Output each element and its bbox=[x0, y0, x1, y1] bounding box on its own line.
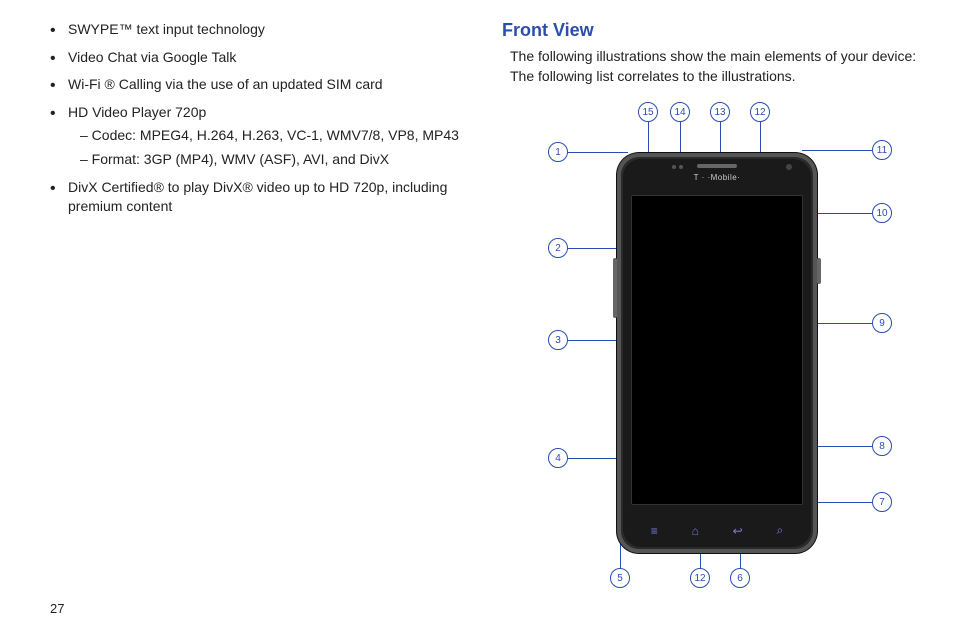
callout-11: 11 bbox=[872, 140, 892, 160]
sensor-dot bbox=[679, 165, 683, 169]
bullet-text: HD Video Player 720p bbox=[68, 104, 206, 120]
sub-item: – Format: 3GP (MP4), WMV (ASF), AVI, and… bbox=[80, 150, 472, 170]
callout-9: 9 bbox=[872, 313, 892, 333]
callout-4: 4 bbox=[548, 448, 568, 468]
list-item: HD Video Player 720p – Codec: MPEG4, H.2… bbox=[50, 103, 472, 170]
callout-12: 12 bbox=[690, 568, 710, 588]
callout-6: 6 bbox=[730, 568, 750, 588]
home-icon: ⌂ bbox=[692, 524, 699, 538]
back-icon: ↩ bbox=[733, 524, 743, 538]
list-item: Video Chat via Google Talk bbox=[50, 48, 472, 68]
bullet-text: SWYPE™ text input technology bbox=[68, 21, 265, 37]
front-camera bbox=[786, 164, 792, 170]
section-title: Front View bbox=[502, 20, 924, 41]
callout-3: 3 bbox=[548, 330, 568, 350]
callout-8: 8 bbox=[872, 436, 892, 456]
phone-diagram: T · ·Mobile· ≡ ⌂ ↩ ⌕ 1514131211110293847… bbox=[502, 98, 922, 588]
phone-body: T · ·Mobile· ≡ ⌂ ↩ ⌕ bbox=[617, 153, 817, 553]
sensor-dot bbox=[672, 165, 676, 169]
callout-5: 5 bbox=[610, 568, 630, 588]
bullet-text: Wi-Fi ® Calling via the use of an update… bbox=[68, 76, 383, 92]
bullet-text: Video Chat via Google Talk bbox=[68, 49, 236, 65]
feature-list: SWYPE™ text input technology Video Chat … bbox=[50, 20, 472, 217]
callout-7: 7 bbox=[872, 492, 892, 512]
callout-12: 12 bbox=[750, 102, 770, 122]
leader-line bbox=[568, 248, 617, 249]
callout-1: 1 bbox=[548, 142, 568, 162]
callout-2: 2 bbox=[548, 238, 568, 258]
search-icon: ⌕ bbox=[776, 523, 783, 538]
leader-line bbox=[568, 152, 628, 153]
right-column: Front View The following illustrations s… bbox=[502, 20, 924, 588]
menu-icon: ≡ bbox=[651, 524, 658, 538]
list-item: DivX Certified® to play DivX® video up t… bbox=[50, 178, 472, 217]
earpiece bbox=[697, 164, 737, 168]
nav-buttons: ≡ ⌂ ↩ ⌕ bbox=[617, 523, 817, 538]
sub-list: – Codec: MPEG4, H.264, H.263, VC-1, WMV7… bbox=[68, 126, 472, 169]
carrier-label: T · ·Mobile· bbox=[694, 173, 741, 182]
sub-item: – Codec: MPEG4, H.264, H.263, VC-1, WMV7… bbox=[80, 126, 472, 146]
callout-10: 10 bbox=[872, 203, 892, 223]
list-item: SWYPE™ text input technology bbox=[50, 20, 472, 40]
section-intro: The following illustrations show the mai… bbox=[502, 47, 924, 86]
callout-13: 13 bbox=[710, 102, 730, 122]
phone-screen bbox=[631, 195, 803, 505]
power-button bbox=[817, 258, 821, 284]
list-item: Wi-Fi ® Calling via the use of an update… bbox=[50, 75, 472, 95]
bullet-text: DivX Certified® to play DivX® video up t… bbox=[68, 179, 447, 215]
volume-rocker bbox=[613, 258, 617, 318]
left-column: SWYPE™ text input technology Video Chat … bbox=[50, 20, 472, 588]
page-number: 27 bbox=[50, 601, 64, 616]
callout-15: 15 bbox=[638, 102, 658, 122]
leader-line bbox=[802, 150, 872, 151]
callout-14: 14 bbox=[670, 102, 690, 122]
